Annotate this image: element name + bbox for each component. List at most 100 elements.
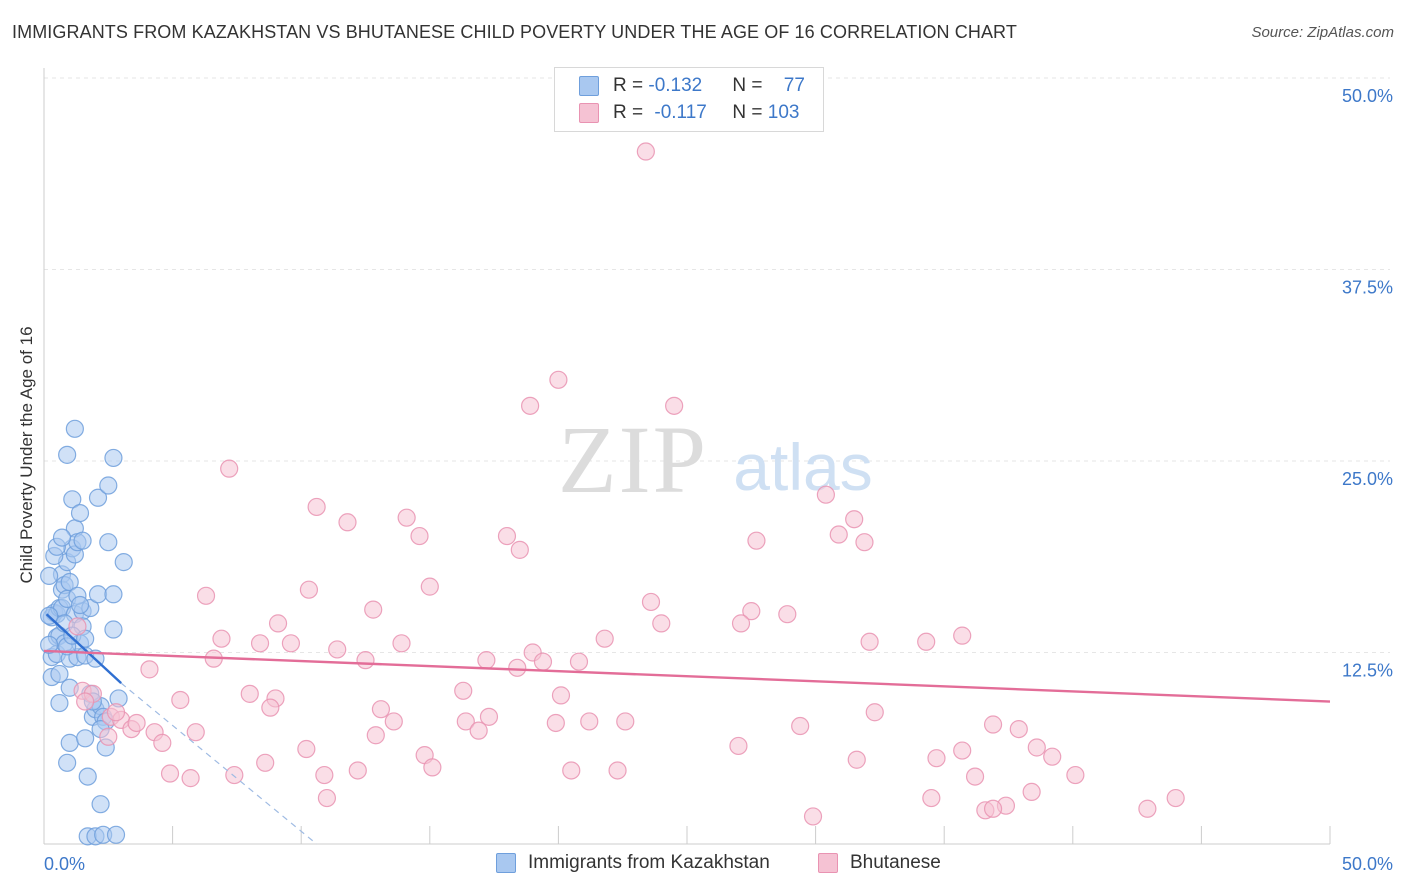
legend-r-label: R = (613, 75, 649, 96)
point-kazakhstan (104, 620, 123, 639)
point-kazakhstan (70, 503, 90, 523)
point-bhutanese (76, 692, 95, 711)
point-bhutanese (140, 660, 159, 679)
legend-n-value: 103 (767, 102, 800, 123)
tick-labels: 12.5% 25.0% 37.5% 50.0% 0.0% 50.0% (44, 86, 1393, 874)
point-bhutanese (99, 727, 118, 746)
point-bhutanese (423, 758, 442, 777)
point-bhutanese (196, 586, 216, 605)
point-kazakhstan (88, 585, 108, 604)
point-bhutanese (965, 767, 985, 786)
point-bhutanese (479, 707, 499, 726)
point-bhutanese (220, 459, 239, 478)
bottom-legend-label: Immigrants from Kazakhstan (528, 852, 770, 873)
trendline-kazakhstan (45, 613, 122, 685)
point-bhutanese (186, 723, 205, 742)
point-bhutanese (68, 617, 87, 636)
point-bhutanese (1066, 765, 1085, 785)
bottom-legend-label: Bhutanese (850, 852, 941, 873)
legend-row-blue: R = -0.132 N = 77 (579, 73, 805, 99)
point-bhutanese (348, 761, 367, 780)
point-bhutanese (1022, 782, 1041, 802)
legend-r-label: R = (613, 102, 649, 123)
point-bhutanese (171, 690, 190, 710)
point-kazakhstan (99, 476, 118, 495)
watermark-zip: ZIP (558, 406, 708, 513)
legend: R = -0.132 N = 77 R = -0.117 N = 103 (554, 67, 824, 132)
legend-row-pink: R = -0.117 N = 103 (579, 100, 799, 126)
bottom-legend-swatch-pink (818, 853, 838, 873)
y-tick-label: 37.5% (1342, 278, 1393, 298)
y-tick-label: 12.5% (1342, 661, 1393, 681)
point-bhutanese (410, 526, 429, 546)
bottom-legend-kazakhstan: Immigrants from Kazakhstan (496, 852, 770, 874)
point-bhutanese (865, 703, 884, 722)
y-tick-label: 25.0% (1342, 469, 1393, 489)
point-bhutanese (212, 629, 231, 648)
point-kazakhstan (40, 635, 59, 654)
point-bhutanese (803, 807, 823, 826)
x-tick-label-min: 0.0% (44, 854, 85, 874)
point-bhutanese (549, 370, 568, 389)
point-bhutanese (855, 533, 874, 552)
watermark: ZIP atlas (558, 406, 873, 513)
point-bhutanese (268, 614, 288, 633)
point-bhutanese (250, 634, 270, 653)
legend-n-value: 77 (783, 75, 805, 96)
point-bhutanese (521, 396, 540, 415)
point-bhutanese (297, 739, 316, 759)
point-kazakhstan (58, 445, 77, 464)
point-bhutanese (860, 632, 879, 651)
point-bhutanese (1009, 719, 1028, 739)
point-bhutanese (608, 761, 627, 780)
point-bhutanese (469, 721, 488, 740)
bottom-legend-bhutanese: Bhutanese (818, 852, 941, 874)
point-bhutanese (510, 540, 529, 559)
point-bhutanese (665, 396, 684, 415)
point-bhutanese (546, 713, 565, 733)
chart-title: IMMIGRANTS FROM KAZAKHSTAN VS BHUTANESE … (12, 22, 1017, 42)
point-kazakhstan (52, 528, 72, 547)
point-kazakhstan (50, 693, 69, 713)
point-bhutanese (778, 605, 797, 624)
point-bhutanese (225, 765, 244, 785)
point-bhutanese (731, 614, 751, 633)
point-kazakhstan (58, 753, 77, 772)
point-bhutanese (160, 764, 180, 783)
point-bhutanese (456, 712, 475, 731)
point-bhutanese (953, 741, 972, 760)
point-bhutanese (816, 485, 835, 504)
trend-layer (43, 613, 1331, 845)
point-bhutanese (338, 513, 357, 532)
legend-n-label: N = (732, 75, 768, 96)
point-bhutanese (636, 142, 655, 161)
point-bhutanese (595, 629, 614, 648)
point-kazakhstan (70, 595, 90, 615)
bottom-legend-swatch-blue (496, 853, 516, 873)
point-kazakhstan (60, 733, 79, 752)
y-tick-label: 50.0% (1342, 86, 1393, 106)
point-bhutanese (641, 592, 661, 612)
point-bhutanese (315, 765, 334, 785)
point-bhutanese (508, 658, 527, 677)
point-bhutanese (1027, 738, 1046, 757)
point-kazakhstan (106, 825, 126, 844)
legend-swatch-blue (579, 76, 599, 96)
point-kazakhstan (65, 419, 84, 438)
point-kazakhstan (40, 566, 59, 586)
point-bhutanese (580, 712, 599, 731)
point-bhutanese (847, 750, 866, 769)
point-bhutanese (477, 651, 496, 670)
point-kazakhstan (88, 488, 108, 507)
legend-r-value: -0.132 (648, 75, 703, 96)
point-kazakhstan (60, 572, 79, 592)
point-bhutanese (551, 686, 571, 705)
point-bhutanese (384, 712, 403, 731)
point-kazakhstan (104, 585, 123, 604)
point-bhutanese (317, 788, 337, 808)
point-bhutanese (256, 753, 275, 772)
point-bhutanese (533, 652, 553, 671)
point-bhutanese (307, 497, 326, 517)
point-bhutanese (742, 602, 761, 621)
